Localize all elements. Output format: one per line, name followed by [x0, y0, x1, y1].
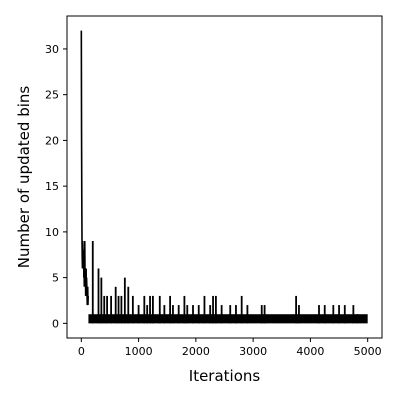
series-oscillation-band — [88, 314, 368, 324]
ticks-layer: 0 1000 2000 3000 4000 5000 0 5 10 15 20 25 30 — [45, 43, 382, 358]
x-tick-label: 5000 — [354, 345, 382, 358]
y-tick-label: 0 — [52, 317, 59, 330]
y-tick-label: 15 — [45, 180, 59, 193]
x-tick-label: 4000 — [296, 345, 324, 358]
series-layer — [80, 30, 368, 324]
y-tick-label: 25 — [45, 89, 59, 102]
y-tick-label: 5 — [52, 272, 59, 285]
series-line-initial — [80, 30, 89, 306]
x-tick-label: 3000 — [239, 345, 267, 358]
x-tick-label: 2000 — [182, 345, 210, 358]
x-tick-label: 0 — [78, 345, 85, 358]
plot-frame — [66, 15, 383, 339]
y-tick-label: 10 — [45, 226, 59, 239]
y-tick-label: 30 — [45, 43, 59, 56]
y-axis-title: Number of updated bins — [15, 86, 33, 269]
x-axis-title: Iterations — [189, 367, 261, 385]
y-tick-label: 20 — [45, 134, 59, 147]
x-tick-label: 1000 — [125, 345, 153, 358]
